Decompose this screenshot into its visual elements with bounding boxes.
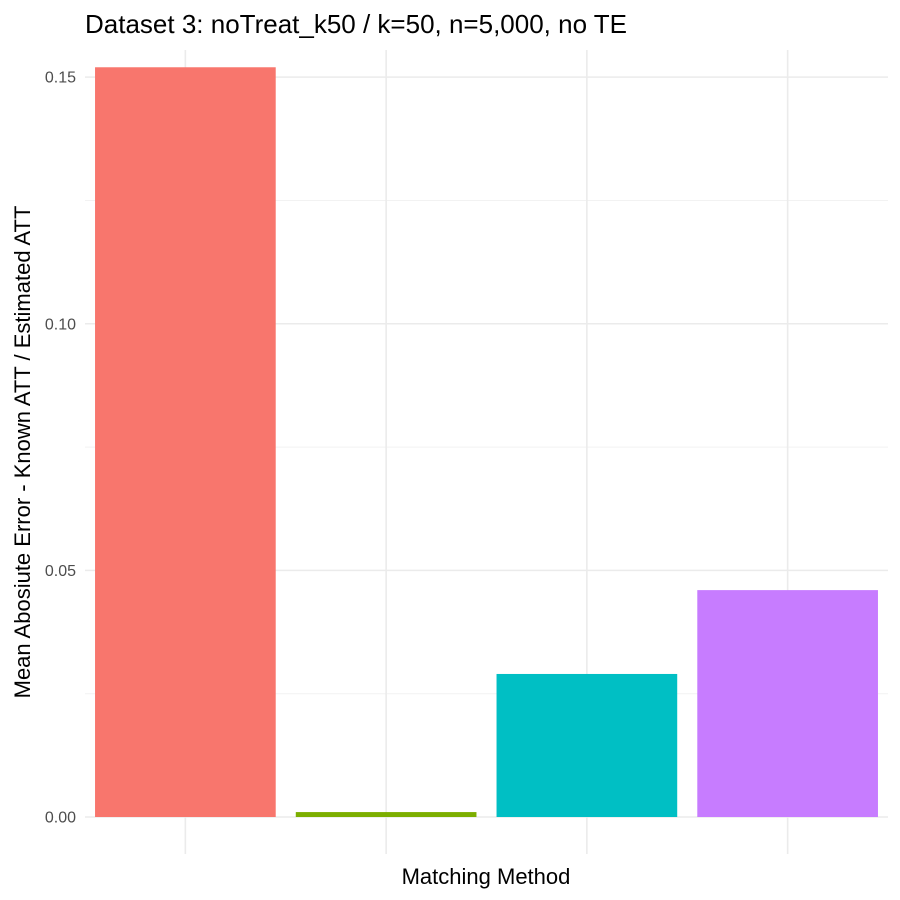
y-axis-ticks: 0.00 0.05 0.10 0.15	[45, 70, 76, 827]
y-tick-label: 0.10	[45, 316, 76, 333]
y-tick-label: 0.15	[45, 70, 76, 87]
y-tick-label: 0.00	[45, 810, 76, 827]
x-axis-title: Matching Method	[402, 864, 571, 889]
y-axis-title: Mean Abosiute Error - Known ATT / Estima…	[10, 206, 35, 699]
y-tick-label: 0.05	[45, 563, 76, 580]
bars	[95, 67, 878, 818]
bar-3	[496, 673, 678, 818]
bar-1	[95, 67, 276, 818]
bar-4	[697, 590, 878, 818]
bar-2	[295, 812, 477, 818]
chart-title: Dataset 3: noTreat_k50 / k=50, n=5,000, …	[85, 9, 627, 39]
